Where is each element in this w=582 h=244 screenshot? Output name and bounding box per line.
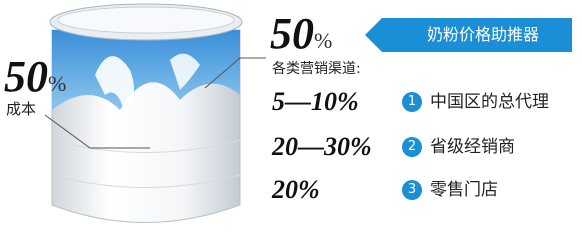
channel-row: 5—10% 1 中国区的总代理 xyxy=(272,87,572,117)
share-value: 50 xyxy=(4,52,48,101)
milk-can xyxy=(50,4,242,223)
channel-number: 2 xyxy=(402,137,422,157)
infographic: 奶粉价格助推器 50% 各类营销渠道: 50% 成本 5—10% 1 中国区的总代理… xyxy=(0,0,582,244)
channel-number: 1 xyxy=(402,92,422,112)
channels-label: 各类营销渠道: xyxy=(272,62,361,76)
channel-row: 20—30% 2 省级经销商 xyxy=(272,132,572,162)
channel-number: 3 xyxy=(402,180,422,200)
channel-share: 50% xyxy=(270,12,332,56)
channel-row: 20% 3 零售门店 xyxy=(272,175,572,205)
channel-range: 5—10% xyxy=(272,87,359,117)
cost-label: 成本 xyxy=(6,102,36,117)
share-unit: % xyxy=(48,71,66,96)
cost-share: 50% xyxy=(4,55,66,99)
channel-label: 省级经销商 xyxy=(430,132,515,162)
channel-label: 中国区的总代理 xyxy=(430,87,549,117)
share-unit: % xyxy=(314,28,332,53)
banner-title: 奶粉价格助推器 xyxy=(398,20,568,50)
channel-label: 零售门店 xyxy=(430,175,498,205)
share-value: 50 xyxy=(270,9,314,58)
channel-range: 20% xyxy=(272,175,320,205)
channel-range: 20—30% xyxy=(272,132,372,162)
